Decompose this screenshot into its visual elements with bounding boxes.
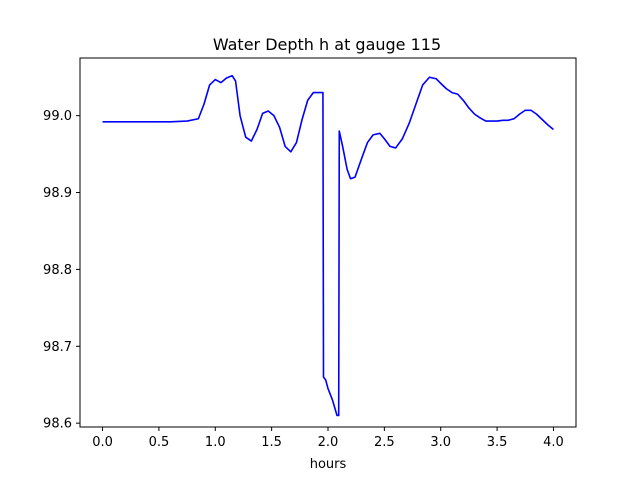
x-axis-title: hours <box>310 457 347 472</box>
x-tick-label: 2.5 <box>374 435 395 450</box>
x-tick-label: 2.0 <box>318 435 339 450</box>
x-tick-label: 0.0 <box>92 435 113 450</box>
x-tick-label: 1.5 <box>261 435 282 450</box>
y-tick-label: 98.6 <box>43 417 72 432</box>
x-axis: 0.0 0.5 1.0 1.5 2.0 2.5 3.0 3.5 4.0 <box>92 427 564 450</box>
y-axis: 98.6 98.7 98.8 98.9 99.0 <box>43 109 80 432</box>
series-line-0 <box>102 74 554 417</box>
y-tick-label: 99.0 <box>43 109 72 124</box>
chart-title: Water Depth h at gauge 115 <box>213 35 441 54</box>
y-tick-label: 98.9 <box>43 186 72 201</box>
x-tick-label: 4.0 <box>543 435 564 450</box>
y-tick-label: 98.7 <box>43 340 72 355</box>
plot-frame <box>79 57 577 428</box>
x-tick-label: 3.0 <box>430 435 451 450</box>
x-tick-label: 3.5 <box>487 435 508 450</box>
x-tick-label: 1.0 <box>205 435 226 450</box>
x-tick-label: 0.5 <box>149 435 170 450</box>
y-tick-label: 98.8 <box>43 263 72 278</box>
